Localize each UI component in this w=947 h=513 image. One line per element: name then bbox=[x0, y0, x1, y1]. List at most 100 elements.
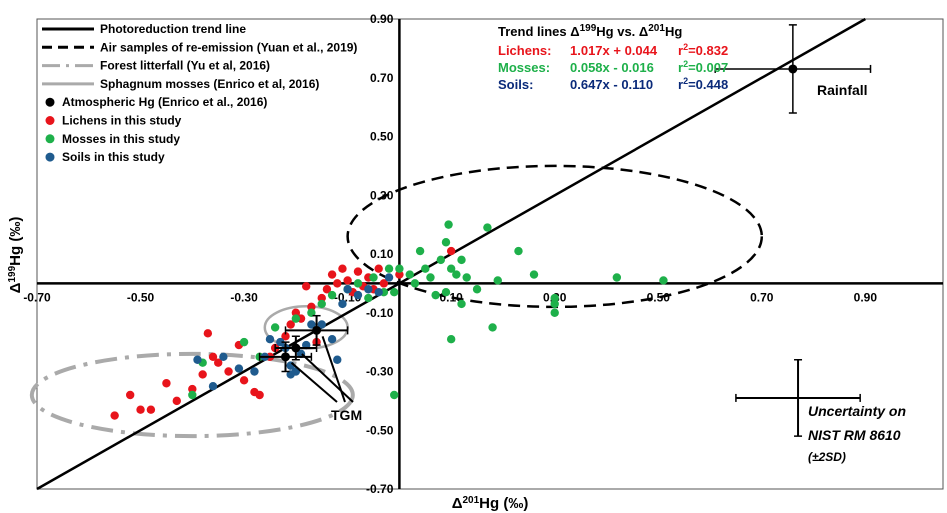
legend-swatch bbox=[45, 152, 55, 162]
data-point bbox=[327, 270, 337, 279]
data-point bbox=[291, 308, 301, 317]
x-axis-title: Δ201Hg (‰) bbox=[452, 495, 529, 513]
trend-row-label: Mosses: bbox=[498, 60, 550, 75]
data-point bbox=[446, 264, 456, 273]
trend-row-equation: 0.647x - 0.110 bbox=[570, 77, 653, 92]
uncertainty-label-line3: (±2SD) bbox=[808, 450, 846, 464]
legend-label: Atmospheric Hg (Enrico et al., 2016) bbox=[62, 95, 267, 109]
data-point bbox=[307, 302, 316, 312]
y-tick-label: 0.30 bbox=[370, 188, 394, 202]
legend-swatch bbox=[45, 116, 55, 125]
data-point bbox=[426, 273, 435, 282]
legend-swatch bbox=[45, 134, 55, 144]
data-point bbox=[379, 279, 389, 288]
x-tick-label: -0.50 bbox=[127, 290, 155, 304]
data-point bbox=[338, 264, 347, 273]
data-point bbox=[281, 332, 290, 341]
tgm-arrow bbox=[290, 362, 338, 403]
data-point bbox=[444, 220, 453, 229]
x-tick-label: -0.30 bbox=[230, 290, 258, 304]
data-point bbox=[265, 334, 275, 344]
data-point bbox=[612, 273, 622, 282]
plot-frame bbox=[36, 18, 944, 490]
trend-row-r2: r2=0.007 bbox=[678, 59, 728, 75]
data-point bbox=[488, 323, 497, 332]
data-point bbox=[214, 358, 223, 367]
data-point bbox=[472, 285, 482, 294]
atmospheric-hg-point bbox=[312, 325, 322, 335]
data-point bbox=[446, 246, 456, 256]
y-tick-label: 0.10 bbox=[370, 247, 394, 261]
trend-box-title: Trend lines Δ199Hg vs. Δ201Hg bbox=[498, 23, 682, 40]
data-point bbox=[188, 390, 197, 400]
data-point bbox=[343, 285, 352, 294]
data-point bbox=[384, 273, 394, 282]
data-point bbox=[193, 355, 202, 364]
uncertainty-label-line1: Uncertainty on bbox=[808, 403, 906, 419]
trend-row-label: Soils: bbox=[498, 77, 533, 92]
data-point bbox=[270, 323, 280, 332]
data-point bbox=[239, 337, 249, 347]
data-point bbox=[529, 270, 539, 279]
data-point bbox=[353, 267, 363, 276]
x-tick-label: 0.50 bbox=[647, 290, 671, 304]
error-bars bbox=[258, 24, 872, 437]
uncertainty-label-line2: NIST RM 8610 bbox=[808, 427, 901, 443]
legend-label: Lichens in this study bbox=[62, 114, 182, 128]
data-point bbox=[550, 299, 559, 309]
tgm-arrow bbox=[301, 353, 354, 403]
legend-label: Soils in this study bbox=[62, 150, 165, 164]
trend-row-equation: 1.017x + 0.044 bbox=[570, 43, 658, 58]
data-point bbox=[317, 299, 326, 309]
data-point bbox=[457, 255, 466, 265]
legend-label: Photoreduction trend line bbox=[100, 22, 246, 36]
atmospheric-hg-point bbox=[281, 352, 291, 362]
data-point bbox=[333, 355, 342, 364]
data-point bbox=[405, 270, 414, 279]
trend-equations-box: Trend lines Δ199Hg vs. Δ201Hg Lichens: 1.0… bbox=[498, 23, 728, 93]
data-point bbox=[343, 276, 352, 285]
data-point bbox=[353, 290, 363, 300]
data-point bbox=[659, 276, 668, 285]
data-point bbox=[146, 405, 156, 414]
data-point bbox=[208, 381, 218, 391]
data-point bbox=[457, 299, 466, 309]
data-point bbox=[410, 279, 420, 288]
data-point bbox=[198, 370, 207, 379]
data-point bbox=[188, 384, 197, 394]
data-point bbox=[234, 364, 244, 373]
data-point bbox=[514, 246, 523, 256]
air-reemission-ellipse bbox=[346, 164, 764, 309]
data-point bbox=[390, 390, 399, 400]
data-point bbox=[322, 285, 332, 294]
y-tick-labels: -0.70 -0.50 -0.30 -0.10 0.10 0.30 0.50 0.70 0.90 bbox=[366, 12, 394, 496]
data-point bbox=[374, 287, 383, 297]
data-point bbox=[162, 379, 171, 388]
data-point bbox=[302, 282, 311, 291]
rainfall-point bbox=[788, 64, 798, 74]
y-tick-label: 0.50 bbox=[370, 130, 394, 144]
data-point bbox=[136, 405, 145, 414]
data-point bbox=[369, 273, 378, 282]
x-tick-labels: -0.70-0.50-0.30-0.100.100.300.500.700.90 bbox=[23, 290, 877, 304]
data-point bbox=[276, 337, 285, 347]
tgm-arrows bbox=[290, 336, 354, 403]
legend: Photoreduction trend line Air samples of … bbox=[42, 22, 357, 164]
data-point bbox=[172, 396, 181, 406]
legend-label: Mosses in this study bbox=[62, 132, 180, 146]
trend-row-r2: r2=0.832 bbox=[678, 42, 728, 58]
data-point bbox=[446, 334, 456, 344]
data-point bbox=[338, 299, 347, 309]
data-point bbox=[441, 287, 451, 297]
data-point bbox=[415, 246, 425, 256]
data-point bbox=[327, 334, 337, 344]
data-point bbox=[307, 320, 316, 329]
data-point bbox=[208, 352, 218, 362]
data-point bbox=[125, 390, 135, 400]
y-tick-label: -0.10 bbox=[366, 306, 394, 320]
x-tick-label: -0.70 bbox=[23, 290, 51, 304]
y-tick-label: -0.50 bbox=[366, 423, 394, 437]
data-point bbox=[364, 285, 373, 294]
y-tick-label: -0.70 bbox=[366, 482, 394, 496]
trend-row-label: Lichens: bbox=[498, 43, 551, 58]
